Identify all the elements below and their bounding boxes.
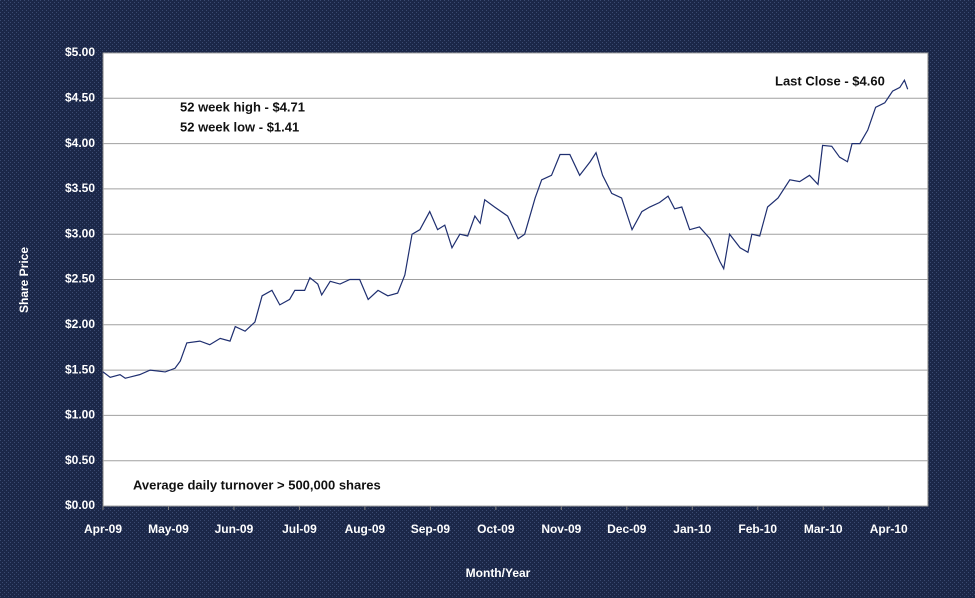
annotation: 52 week low - $1.41 xyxy=(180,119,299,134)
y-tick-label: $4.00 xyxy=(65,136,95,150)
y-tick-label: $5.00 xyxy=(65,45,95,59)
x-tick-label: Mar-10 xyxy=(804,522,843,536)
x-tick-label: Jun-09 xyxy=(215,522,254,536)
x-tick-label: Nov-09 xyxy=(541,522,581,536)
y-tick-label: $2.00 xyxy=(65,317,95,331)
x-tick-label: Jul-09 xyxy=(282,522,317,536)
x-tick-label: Oct-09 xyxy=(477,522,515,536)
x-axis-label: Month/Year xyxy=(466,566,531,580)
x-tick-label: Dec-09 xyxy=(607,522,647,536)
x-tick-label: Aug-09 xyxy=(345,522,386,536)
y-tick-label: $0.00 xyxy=(65,498,95,512)
y-tick-label: $1.00 xyxy=(65,408,95,422)
y-axis-label: Share Price xyxy=(17,247,31,313)
y-tick-label: $3.00 xyxy=(65,226,95,240)
x-tick-label: Jan-10 xyxy=(673,522,711,536)
y-tick-label: $4.50 xyxy=(65,90,95,104)
y-tick-label: $1.50 xyxy=(65,362,95,376)
x-tick-label: Apr-09 xyxy=(84,522,122,536)
y-tick-label: $2.50 xyxy=(65,272,95,286)
annotation: Average daily turnover > 500,000 shares xyxy=(133,477,381,492)
x-tick-label: Apr-10 xyxy=(870,522,908,536)
y-tick-label: $3.50 xyxy=(65,181,95,195)
x-tick-label: May-09 xyxy=(148,522,189,536)
y-tick-label: $0.50 xyxy=(65,453,95,467)
x-tick-label: Feb-10 xyxy=(738,522,777,536)
annotation: Last Close - $4.60 xyxy=(775,73,885,88)
price-line xyxy=(102,78,909,379)
x-tick-label: Sep-09 xyxy=(411,522,451,536)
annotation: 52 week high - $4.71 xyxy=(180,99,305,114)
